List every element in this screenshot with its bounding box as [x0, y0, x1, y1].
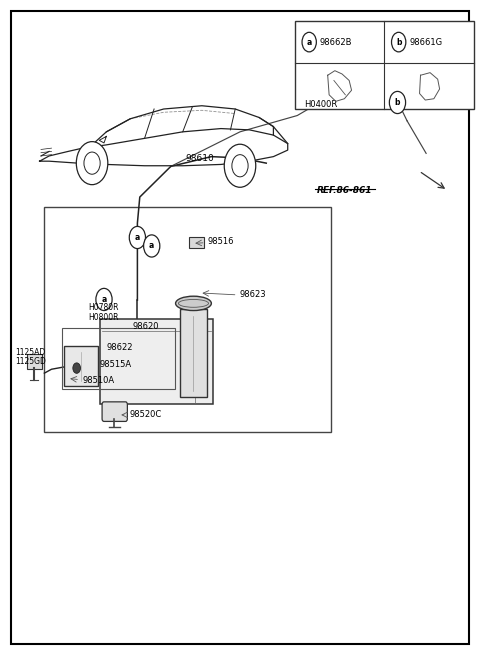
FancyBboxPatch shape	[102, 402, 127, 421]
Ellipse shape	[176, 296, 211, 310]
Text: 1125GD: 1125GD	[15, 357, 46, 366]
Circle shape	[392, 32, 406, 52]
Text: 98520C: 98520C	[129, 411, 162, 419]
Text: 98510A: 98510A	[83, 377, 115, 386]
Circle shape	[84, 152, 100, 174]
Text: a: a	[149, 242, 155, 250]
Circle shape	[389, 92, 406, 113]
Circle shape	[73, 363, 81, 373]
Text: 98623: 98623	[240, 290, 266, 299]
Text: H0400R: H0400R	[304, 100, 337, 109]
Bar	[44, 207, 331, 432]
Circle shape	[129, 227, 145, 249]
Circle shape	[302, 32, 316, 52]
Circle shape	[232, 155, 248, 177]
Text: a: a	[307, 37, 312, 47]
Text: 98660: 98660	[335, 81, 362, 89]
Text: H0780R: H0780R	[88, 303, 119, 312]
Bar	[180, 309, 206, 398]
Text: a: a	[135, 233, 140, 242]
Circle shape	[224, 144, 256, 187]
FancyBboxPatch shape	[189, 237, 204, 248]
Circle shape	[144, 235, 160, 257]
Circle shape	[76, 141, 108, 185]
Text: H0800R: H0800R	[88, 312, 119, 322]
Bar	[62, 328, 175, 390]
Text: 98620: 98620	[132, 322, 159, 331]
Text: 98662B: 98662B	[320, 37, 352, 47]
Text: 98622: 98622	[107, 343, 133, 352]
Circle shape	[96, 288, 112, 310]
Bar	[328, 75, 369, 95]
Text: b: b	[396, 37, 401, 47]
Text: REF.86-861: REF.86-861	[317, 186, 373, 195]
Bar	[295, 21, 474, 109]
Text: 1125AD: 1125AD	[15, 348, 45, 357]
Text: 98515A: 98515A	[99, 360, 132, 369]
FancyBboxPatch shape	[27, 354, 42, 369]
Text: b: b	[395, 98, 400, 107]
Text: a: a	[101, 295, 107, 304]
Text: 98610: 98610	[185, 154, 214, 163]
FancyBboxPatch shape	[64, 346, 98, 386]
Text: 98661G: 98661G	[409, 37, 442, 47]
Text: 98516: 98516	[207, 237, 234, 246]
Ellipse shape	[179, 299, 208, 307]
FancyBboxPatch shape	[100, 319, 213, 404]
